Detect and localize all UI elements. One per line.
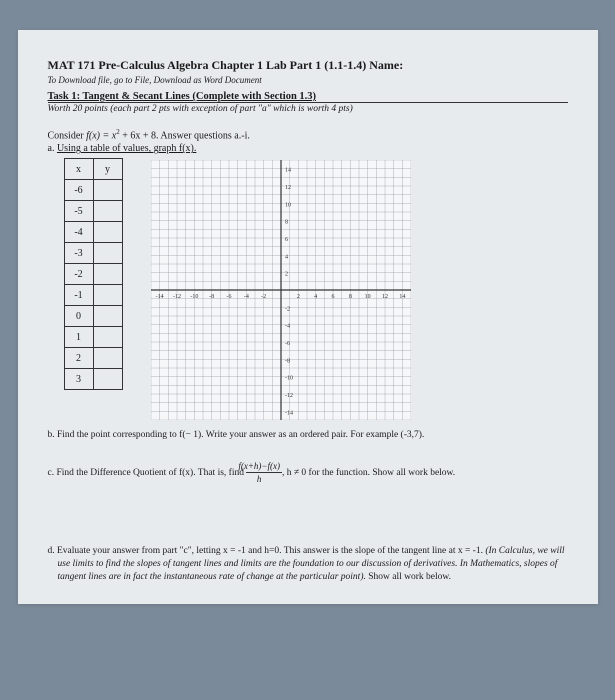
worksheet-page: MAT 171 Pre-Calculus Algebra Chapter 1 L…	[18, 30, 598, 604]
table-row-x: 2	[64, 348, 93, 369]
consider-pre: Consider	[48, 130, 87, 141]
svg-text:-14: -14	[155, 294, 163, 300]
question-a: a. Using a table of values, graph f(x).	[48, 143, 568, 154]
values-table: x y -6-5-4-3-2-10123	[64, 158, 123, 390]
svg-text:-10: -10	[190, 294, 198, 300]
table-row-x: -2	[64, 264, 93, 285]
page-title: MAT 171 Pre-Calculus Algebra Chapter 1 L…	[48, 58, 568, 73]
svg-text:10: 10	[364, 294, 370, 300]
qc-post: , h ≠ 0 for the function. Show all work …	[282, 468, 455, 478]
task-heading: Task 1: Tangent & Secant Lines (Complete…	[48, 91, 568, 102]
svg-text:-6: -6	[285, 341, 290, 347]
table-and-grid-row: x y -6-5-4-3-2-10123 -14-12-10-8-6-4-224…	[48, 158, 568, 423]
qd-start: d. Evaluate your answer from part "c", l…	[48, 546, 486, 556]
svg-text:4: 4	[285, 255, 288, 261]
table-row-y	[93, 180, 122, 201]
svg-text:4: 4	[314, 294, 317, 300]
svg-text:2: 2	[285, 272, 288, 278]
svg-text:-10: -10	[285, 376, 293, 382]
qa-letter: a.	[48, 143, 57, 154]
question-d: d. Evaluate your answer from part "c", l…	[48, 545, 568, 583]
table-row-x: 0	[64, 306, 93, 327]
consider-line: Consider f(x) = x2 + 6x + 8. Answer ques…	[48, 128, 568, 141]
table-row-y	[93, 222, 122, 243]
table-row-y	[93, 201, 122, 222]
qc-frac-top: f(x+h)−f(x)	[246, 460, 282, 473]
table-row-x: 1	[64, 327, 93, 348]
svg-text:-4: -4	[285, 324, 290, 330]
table-row-x: -1	[64, 285, 93, 306]
download-note: To Download file, go to File, Download a…	[48, 75, 568, 85]
svg-text:-2: -2	[261, 294, 266, 300]
table-row-y	[93, 306, 122, 327]
qc-frac-bot: h	[246, 473, 282, 485]
svg-text:-14: -14	[285, 411, 293, 417]
table-row-y	[93, 285, 122, 306]
svg-text:8: 8	[285, 220, 288, 226]
table-row-x: -4	[64, 222, 93, 243]
table-row-x: -6	[64, 180, 93, 201]
table-row-y	[93, 348, 122, 369]
svg-text:12: 12	[382, 294, 388, 300]
table-row-x: -5	[64, 201, 93, 222]
table-row-y	[93, 264, 122, 285]
svg-text:-8: -8	[285, 359, 290, 365]
consider-post: + 6x + 8. Answer questions a.-i.	[120, 130, 250, 141]
table-row-y	[93, 369, 122, 390]
svg-text:-6: -6	[226, 294, 231, 300]
svg-text:-8: -8	[209, 294, 214, 300]
consider-fn: f(x) = x	[86, 130, 116, 141]
svg-text:14: 14	[399, 294, 405, 300]
svg-text:-12: -12	[285, 393, 293, 399]
svg-text:12: 12	[285, 185, 291, 191]
svg-text:2: 2	[296, 294, 299, 300]
svg-text:-2: -2	[285, 307, 290, 313]
qa-text: Using a table of values, graph f(x).	[57, 143, 196, 154]
question-b: b. Find the point corresponding to f(− 1…	[48, 429, 568, 442]
svg-text:6: 6	[285, 237, 288, 243]
table-row-x: -3	[64, 243, 93, 264]
worth-note: Worth 20 points (each part 2 pts with ex…	[48, 102, 568, 114]
table-head-x: x	[64, 159, 93, 180]
svg-text:10: 10	[285, 203, 291, 209]
svg-text:6: 6	[331, 294, 334, 300]
question-c: c. Find the Difference Quotient of f(x).…	[48, 460, 568, 485]
qd-end: Show all work below.	[366, 572, 451, 582]
svg-text:-12: -12	[173, 294, 181, 300]
table-row-y	[93, 243, 122, 264]
table-head-y: y	[93, 159, 122, 180]
svg-text:-4: -4	[243, 294, 248, 300]
qc-fraction: f(x+h)−f(x)h	[246, 460, 282, 485]
table-row-x: 3	[64, 369, 93, 390]
qc-pre: c. Find the Difference Quotient of f(x).…	[48, 468, 247, 478]
graph-grid: -14 -12 -10 -8 -6 -4 -2 2 4 6 8 10 12 14 2 4 6 8 10 12 14 -2 -…	[151, 158, 568, 423]
table-row-y	[93, 327, 122, 348]
svg-text:14: 14	[285, 168, 291, 174]
svg-text:8: 8	[348, 294, 351, 300]
